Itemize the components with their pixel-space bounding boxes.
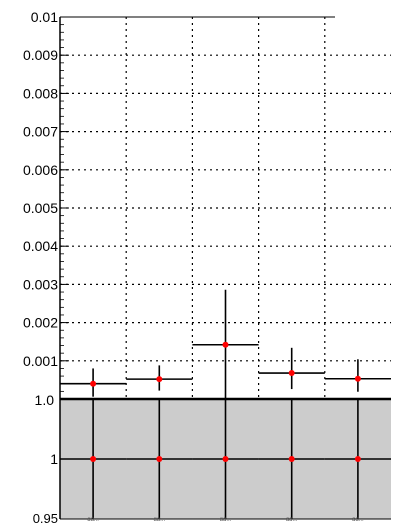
bottom-point-2 <box>222 456 229 462</box>
bottom-point-1 <box>156 456 163 462</box>
top-y-tick-label-3: 0.004 <box>23 238 58 254</box>
x-category-label-2: ɑɑ... <box>220 517 232 523</box>
top-y-tick-label-7: 0.008 <box>23 85 58 101</box>
bottom-panel: 1 0.95 ɑɑ... ɑɑ... ɑɑ... ɑɑ... ɑɑ... <box>33 399 391 523</box>
top-y-tick-label-0: 0.001 <box>23 353 58 369</box>
top-point-1 <box>156 376 163 383</box>
x-category-label-0: ɑɑ... <box>87 517 99 523</box>
bottom-point-0 <box>90 456 97 462</box>
top-point-2 <box>222 341 229 348</box>
top-gridlines <box>60 17 391 399</box>
top-y-tick-label-4: 0.005 <box>23 200 58 216</box>
top-y-tick-label-6: 0.007 <box>23 124 58 140</box>
x-category-labels: ɑɑ... ɑɑ... ɑɑ... ɑɑ... ɑɑ... <box>87 517 364 523</box>
top-y-tick-label-2: 0.003 <box>23 276 58 292</box>
top-y-tick-label-1: 0.002 <box>23 315 58 331</box>
bottom-data-marks <box>60 399 391 519</box>
top-point-4 <box>354 375 361 382</box>
top-point-0 <box>90 380 97 387</box>
bottom-y-tick-label-1: 0.95 <box>33 511 58 523</box>
bottom-point-4 <box>354 456 361 462</box>
top-cut-label: 1.0 <box>35 392 55 408</box>
x-category-label-1: ɑɑ... <box>153 517 165 523</box>
x-category-label-3: ɑɑ... <box>286 517 298 523</box>
bottom-point-3 <box>288 456 295 462</box>
top-point-3 <box>288 370 295 377</box>
top-data-marks <box>60 289 391 399</box>
top-y-tick-label-9: 0.01 <box>31 9 58 25</box>
top-panel: 0.001 0.002 0.003 0.004 0.005 0.006 0.007 0.008… <box>23 9 391 400</box>
x-category-label-4: ɑɑ... <box>352 517 364 523</box>
bottom-y-tick-label-0: 1 <box>50 451 58 467</box>
top-y-tick-label-5: 0.006 <box>23 162 58 178</box>
top-y-tick-label-8: 0.009 <box>23 47 58 63</box>
top-y-ticks: 0.001 0.002 0.003 0.004 0.005 0.006 0.007 0.008… <box>23 9 69 400</box>
